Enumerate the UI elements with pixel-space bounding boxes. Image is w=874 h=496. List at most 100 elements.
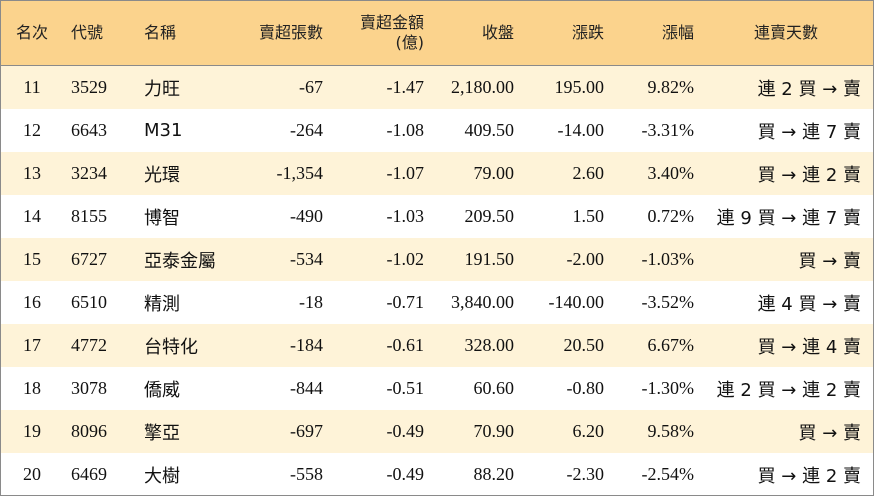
code-cell: 3078 <box>71 378 107 398</box>
change-pct-cell: 0.72% <box>647 206 695 226</box>
streak-cell: 買 → 連 2 賣 <box>757 164 861 186</box>
sell-amount-cell: -1.08 <box>386 120 425 140</box>
table-row[interactable]: 11 3529 力旺 -67 -1.47 2,180.00 195.00 9.82% 連 2 買… <box>1 66 873 109</box>
header-sell-amount-label: 賣超金額 <box>359 13 424 32</box>
streak-cell: 連 2 買 → 賣 <box>757 78 861 100</box>
sell-shares-cell: -264 <box>290 120 323 140</box>
streak-cell: 買 → 連 7 賣 <box>757 121 861 143</box>
name-cell: 力旺 <box>144 78 180 100</box>
code-cell: 3234 <box>71 163 107 183</box>
rank-cell: 14 <box>23 206 41 226</box>
change-pct-cell: 6.67% <box>647 335 695 355</box>
name-cell: 博智 <box>144 207 180 229</box>
streak-cell: 連 9 買 → 連 7 賣 <box>716 207 861 229</box>
streak-cell: 買 → 連 2 賣 <box>757 465 861 487</box>
name-cell: 大樹 <box>144 465 180 487</box>
header-code[interactable]: 代號 <box>71 23 104 42</box>
change-cell: -0.80 <box>566 378 605 398</box>
change-cell: 1.50 <box>572 206 605 226</box>
close-cell: 79.00 <box>473 163 515 183</box>
close-cell: 209.50 <box>464 206 515 226</box>
change-cell: -2.00 <box>566 249 605 269</box>
name-cell: 精測 <box>144 293 180 315</box>
change-cell: -14.00 <box>557 120 605 140</box>
streak-cell: 連 4 買 → 賣 <box>757 293 861 315</box>
close-cell: 70.90 <box>473 421 515 441</box>
header-name[interactable]: 名稱 <box>144 23 177 42</box>
table-row[interactable]: 12 6643 M31 -264 -1.08 409.50 -14.00 -3.31% 買 → … <box>1 109 873 152</box>
change-pct-cell: -3.52% <box>641 292 695 312</box>
rank-cell: 15 <box>23 249 41 269</box>
change-pct-cell: -1.03% <box>641 249 695 269</box>
rank-cell: 20 <box>23 464 41 484</box>
code-cell: 6727 <box>71 249 107 269</box>
sell-amount-cell: -0.51 <box>386 378 425 398</box>
sell-amount-cell: -0.49 <box>386 464 425 484</box>
change-cell: 20.50 <box>563 335 605 355</box>
header-change[interactable]: 漲跌 <box>571 23 604 42</box>
change-cell: 6.20 <box>572 421 605 441</box>
name-cell: 光環 <box>144 164 180 186</box>
sell-amount-cell: -1.03 <box>386 206 425 226</box>
table-row[interactable]: 20 6469 大樹 -558 -0.49 88.20 -2.30 -2.54% 買 → 連 2… <box>1 453 873 495</box>
table-row[interactable]: 15 6727 亞泰金屬 -534 -1.02 191.50 -2.00 -1.03% 買 → … <box>1 238 873 281</box>
code-cell: 8155 <box>71 206 107 226</box>
code-cell: 8096 <box>71 421 107 441</box>
change-pct-cell: -2.54% <box>641 464 695 484</box>
close-cell: 3,840.00 <box>451 292 514 312</box>
table-row[interactable]: 16 6510 精測 -18 -0.71 3,840.00 -140.00 -3.52% 連 4… <box>1 281 873 324</box>
header-sell-amount-unit: (億) <box>395 33 425 52</box>
sell-shares-cell: -184 <box>290 335 323 355</box>
streak-cell: 連 2 買 → 連 2 賣 <box>716 379 861 401</box>
table-row[interactable]: 17 4772 台特化 -184 -0.61 328.00 20.50 6.67% 買 → 連 … <box>1 324 873 367</box>
sell-amount-cell: -0.61 <box>386 335 425 355</box>
close-cell: 409.50 <box>464 120 515 140</box>
streak-cell: 買 → 賣 <box>798 250 861 272</box>
header-sell-shares[interactable]: 賣超張數 <box>258 23 323 42</box>
sell-shares-cell: -844 <box>290 378 323 398</box>
sell-shares-cell: -697 <box>290 421 323 441</box>
table-row[interactable]: 13 3234 光環 -1,354 -1.07 79.00 2.60 3.40% 買 → 連 2… <box>1 152 873 195</box>
close-cell: 191.50 <box>464 249 515 269</box>
change-cell: 195.00 <box>554 77 605 97</box>
rank-cell: 18 <box>23 378 41 398</box>
name-cell: 亞泰金屬 <box>144 250 216 272</box>
rank-cell: 13 <box>23 163 41 183</box>
close-cell: 88.20 <box>473 464 515 484</box>
change-pct-cell: 9.82% <box>647 77 695 97</box>
table-row[interactable]: 14 8155 博智 -490 -1.03 209.50 1.50 0.72% 連 9 買 → … <box>1 195 873 238</box>
sell-amount-cell: -1.47 <box>386 77 425 97</box>
code-cell: 3529 <box>71 77 107 97</box>
rank-cell: 11 <box>23 77 41 97</box>
sell-shares-cell: -534 <box>290 249 323 269</box>
rank-cell: 19 <box>23 421 41 441</box>
header-sell-amount[interactable]: 賣超金額 (億) <box>326 1 424 65</box>
change-pct-cell: 3.40% <box>647 163 695 183</box>
sell-amount-cell: -0.71 <box>386 292 425 312</box>
change-pct-cell: -1.30% <box>641 378 695 398</box>
header-streak[interactable]: 連賣天數 <box>753 23 818 42</box>
close-cell: 2,180.00 <box>451 77 514 97</box>
change-cell: -140.00 <box>548 292 605 312</box>
sell-shares-cell: -18 <box>299 292 323 312</box>
table-row[interactable]: 18 3078 僑威 -844 -0.51 60.60 -0.80 -1.30% 連 2 買 →… <box>1 367 873 410</box>
code-cell: 4772 <box>71 335 107 355</box>
close-cell: 60.60 <box>473 378 515 398</box>
close-cell: 328.00 <box>464 335 515 355</box>
code-cell: 6510 <box>71 292 107 312</box>
sell-amount-cell: -0.49 <box>386 421 425 441</box>
rank-cell: 16 <box>23 292 41 312</box>
header-change-pct[interactable]: 漲幅 <box>661 23 694 42</box>
streak-cell: 買 → 賣 <box>798 422 861 444</box>
table-row[interactable]: 19 8096 擎亞 -697 -0.49 70.90 6.20 9.58% 買 → 賣 <box>1 410 873 453</box>
sell-shares-cell: -558 <box>290 464 323 484</box>
sell-shares-cell: -490 <box>290 206 323 226</box>
header-close[interactable]: 收盤 <box>481 23 514 42</box>
name-cell: M31 <box>144 120 183 141</box>
table-header: 名次 代號 名稱 賣超張數 賣超金額 (億) 收盤 漲跌 漲幅 連賣天數 <box>1 1 873 66</box>
sell-amount-cell: -1.02 <box>386 249 425 269</box>
header-rank[interactable]: 名次 <box>15 23 48 42</box>
change-cell: 2.60 <box>572 163 605 183</box>
rank-cell: 12 <box>23 120 41 140</box>
